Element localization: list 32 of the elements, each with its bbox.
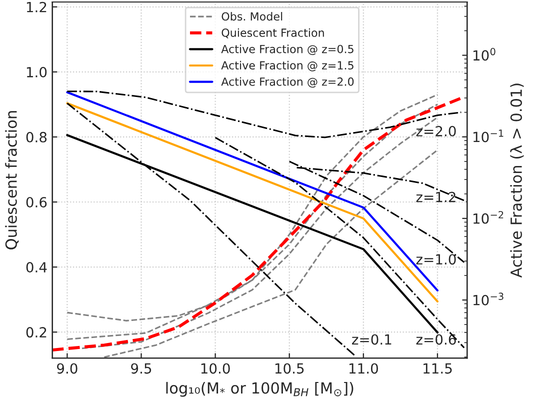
annotation: z=2.0 (416, 126, 456, 136)
x-tick-label: 10.0 (201, 363, 230, 374)
annotation: z=1.2 (416, 192, 456, 202)
y-tick-label: 1.2 (26, 2, 46, 12)
y-axis-title: Quiescent fraction (5, 111, 19, 250)
annotation: z=0.1 (352, 334, 392, 345)
legend-label: Active Fraction @ z=1.5 (221, 60, 354, 72)
y-tick-label: 1.0 (26, 66, 47, 78)
x-axis-title: log₁₀(M$_{*}$ or 100M$_{BH}$ [M$_{⊙}$]) (166, 382, 354, 397)
y2-tick-label: 10$^{−2}$ (473, 211, 504, 224)
y2-axis-title: Active Fraction (λ > 0.01) (510, 84, 524, 278)
legend-label: Obs. Model (222, 12, 282, 21)
x-tick-label: 9.5 (131, 363, 152, 374)
y-tick-label: 0.2 (26, 327, 46, 338)
legend-label: Active Fraction @ z=2.0 (221, 77, 354, 88)
x-tick-label: 9.0 (57, 363, 78, 374)
x-tick-label: 10.5 (275, 363, 304, 374)
x-tick-label: 11.5 (424, 363, 452, 374)
line-series (288, 160, 465, 264)
y2-tick-label: 10$^{0}$ (473, 48, 496, 61)
x-tick-label: 11.0 (349, 363, 378, 374)
line-series (66, 90, 462, 138)
annotation: z=0.6 (416, 334, 456, 345)
legend-label: Quiescent Fraction (222, 28, 324, 38)
y-tick-label: 0.6 (26, 196, 47, 208)
y-tick-label: 0.8 (26, 132, 47, 142)
y2-tick-label: 10$^{−3}$ (473, 292, 504, 306)
y-tick-label: 0.4 (26, 262, 47, 273)
legend-label: Active Fraction @ z=0.5 (221, 44, 354, 55)
y2-tick-label: 10$^{−1}$ (473, 130, 504, 142)
line-series (214, 136, 465, 348)
annotation: z=1.0 (416, 254, 456, 265)
